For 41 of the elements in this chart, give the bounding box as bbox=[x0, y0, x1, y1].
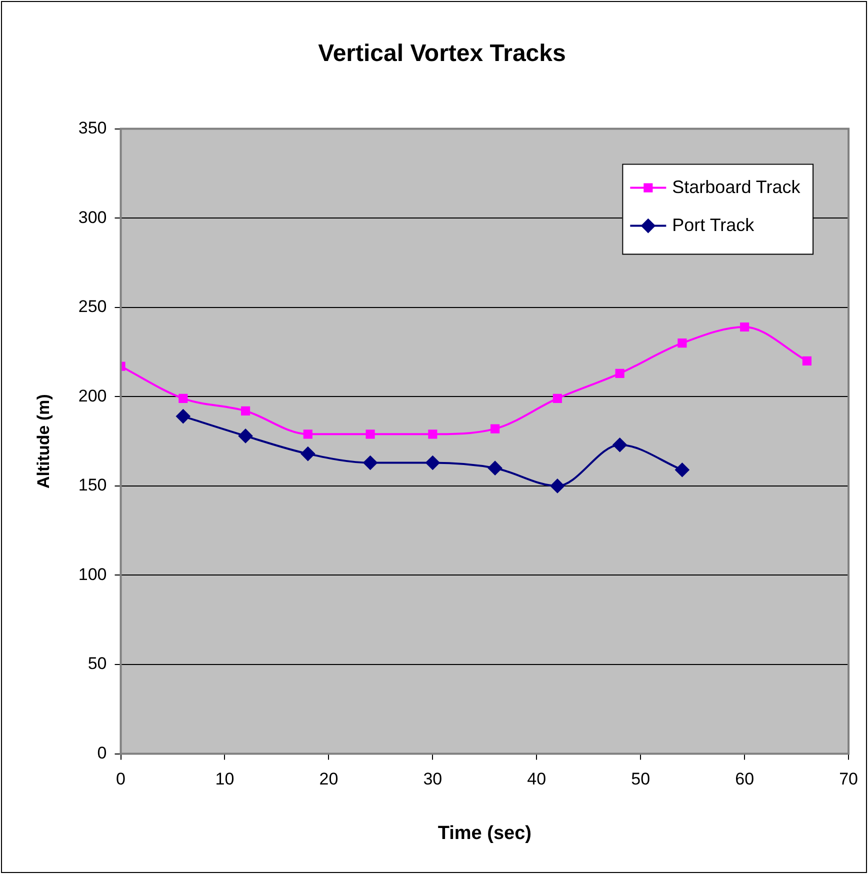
legend-label: Starboard Track bbox=[672, 176, 802, 197]
x-tick-label: 50 bbox=[631, 770, 650, 789]
y-axis-title: Altitude (m) bbox=[34, 394, 53, 489]
point bbox=[238, 428, 253, 443]
point bbox=[240, 406, 250, 416]
point bbox=[303, 430, 312, 439]
x-tick-label: 0 bbox=[116, 770, 126, 789]
y-tick-label: 50 bbox=[88, 654, 107, 674]
x-tick-label: 20 bbox=[319, 770, 338, 789]
point bbox=[488, 461, 502, 476]
x-tick-label: 10 bbox=[215, 770, 234, 789]
chart-title: Vertical Vortex Tracks bbox=[318, 40, 566, 68]
y-tick-label: 100 bbox=[78, 564, 107, 584]
y-tick-label: 0 bbox=[97, 743, 107, 762]
point bbox=[740, 322, 750, 332]
point bbox=[678, 338, 687, 348]
point bbox=[176, 409, 190, 424]
y-tick-label: 150 bbox=[78, 476, 107, 495]
legend-label: Port Track bbox=[672, 214, 756, 235]
point bbox=[802, 356, 812, 366]
x-tick-label: 70 bbox=[839, 770, 858, 789]
point bbox=[550, 478, 564, 493]
y-tick-label: 350 bbox=[78, 118, 107, 138]
point bbox=[178, 394, 188, 403]
x-tick-label: 30 bbox=[423, 770, 442, 789]
x-axis-title: Time (sec) bbox=[438, 822, 532, 844]
point bbox=[300, 446, 315, 461]
point bbox=[612, 438, 627, 452]
point bbox=[552, 394, 562, 403]
point bbox=[426, 456, 440, 470]
x-tick-label: 60 bbox=[735, 770, 754, 789]
y-tick-label: 300 bbox=[78, 208, 107, 227]
y-tick-label: 250 bbox=[78, 297, 107, 316]
point bbox=[428, 430, 438, 439]
point bbox=[615, 368, 624, 378]
point bbox=[363, 456, 378, 470]
point bbox=[675, 462, 690, 477]
x-tick-label: 40 bbox=[527, 770, 546, 789]
point bbox=[490, 424, 500, 434]
y-tick-label: 200 bbox=[78, 386, 107, 406]
point bbox=[366, 430, 375, 439]
